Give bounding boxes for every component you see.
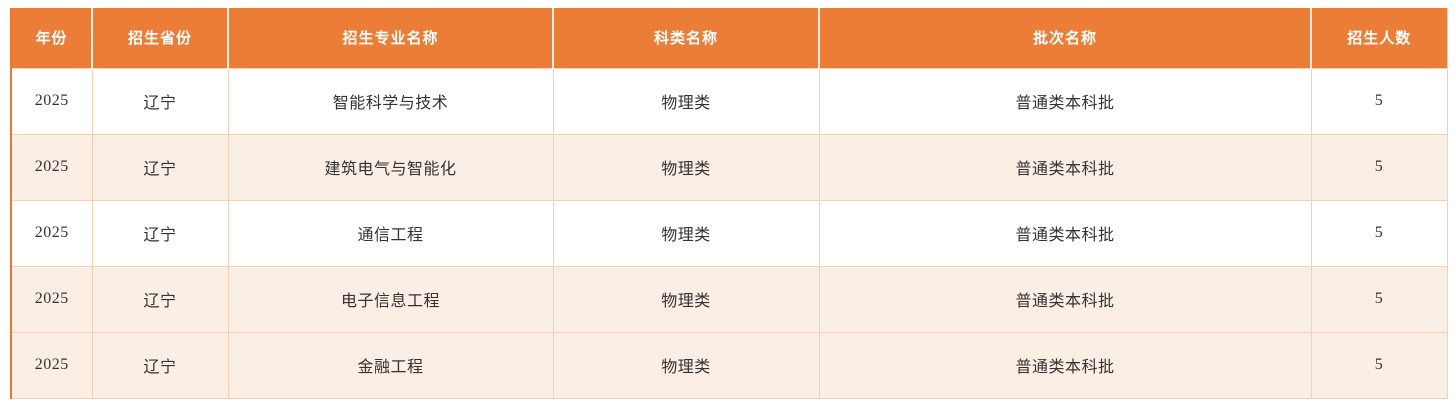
cell-major: 智能科学与技术 (227, 67, 554, 135)
cell-count: 5 (1310, 331, 1447, 399)
cell-count: 5 (1310, 67, 1447, 135)
table-row: 2025 辽宁 建筑电气与智能化 物理类 普通类本科批 5 (11, 133, 1447, 201)
cell-year: 2025 (11, 67, 93, 135)
col-header-year: 年份 (11, 8, 92, 68)
col-header-batch: 批次名称 (818, 8, 1311, 68)
cell-count: 5 (1310, 199, 1447, 267)
cell-major: 金融工程 (227, 331, 554, 399)
table-row: 2025 辽宁 通信工程 物理类 普通类本科批 5 (11, 199, 1447, 267)
admissions-table: 年份 招生省份 招生专业名称 科类名称 批次名称 招生人数 2025 辽宁 智能… (10, 8, 1448, 399)
cell-batch: 普通类本科批 (818, 67, 1312, 135)
col-header-count: 招生人数 (1310, 8, 1447, 68)
cell-year: 2025 (11, 265, 93, 333)
cell-category: 物理类 (552, 133, 820, 201)
cell-category: 物理类 (552, 67, 820, 135)
header-row: 年份 招生省份 招生专业名称 科类名称 批次名称 招生人数 (11, 8, 1447, 68)
cell-year: 2025 (11, 133, 93, 201)
col-header-province: 招生省份 (91, 8, 228, 68)
cell-batch: 普通类本科批 (818, 331, 1312, 399)
table-row: 2025 辽宁 电子信息工程 物理类 普通类本科批 5 (11, 265, 1447, 333)
cell-province: 辽宁 (91, 331, 229, 399)
cell-province: 辽宁 (91, 133, 229, 201)
cell-count: 5 (1310, 265, 1447, 333)
cell-province: 辽宁 (91, 67, 229, 135)
cell-batch: 普通类本科批 (818, 133, 1312, 201)
cell-year: 2025 (11, 331, 93, 399)
cell-category: 物理类 (552, 331, 820, 399)
cell-major: 电子信息工程 (227, 265, 554, 333)
cell-category: 物理类 (552, 265, 820, 333)
cell-batch: 普通类本科批 (818, 265, 1312, 333)
col-header-major: 招生专业名称 (227, 8, 553, 68)
cell-batch: 普通类本科批 (818, 199, 1312, 267)
table-row: 2025 辽宁 金融工程 物理类 普通类本科批 5 (11, 331, 1447, 399)
cell-province: 辽宁 (91, 265, 229, 333)
table-row: 2025 辽宁 智能科学与技术 物理类 普通类本科批 5 (11, 67, 1447, 135)
col-header-category: 科类名称 (552, 8, 819, 68)
page: 年份 招生省份 招生专业名称 科类名称 批次名称 招生人数 2025 辽宁 智能… (10, 8, 1448, 399)
cell-province: 辽宁 (91, 199, 229, 267)
cell-category: 物理类 (552, 199, 820, 267)
cell-count: 5 (1310, 133, 1447, 201)
cell-major: 通信工程 (227, 199, 554, 267)
cell-year: 2025 (11, 199, 93, 267)
cell-major: 建筑电气与智能化 (227, 133, 554, 201)
